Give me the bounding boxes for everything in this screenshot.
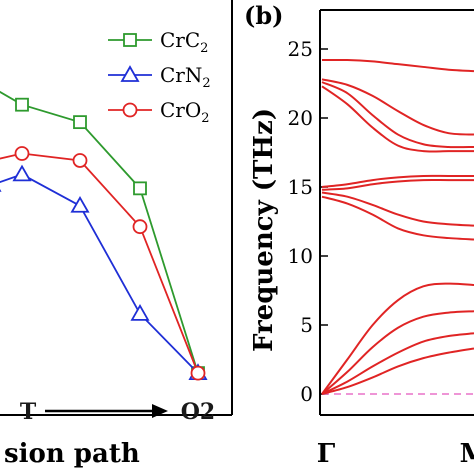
phonon-band-2 xyxy=(321,81,474,149)
left-series-group xyxy=(0,90,208,381)
left-x-axis-label: sion path xyxy=(4,439,140,469)
y-tick-label-25: 25 xyxy=(288,37,313,61)
phonon-band-1 xyxy=(321,78,474,136)
x-tick-label-t: T xyxy=(20,399,37,425)
legend-label-crn: CrN2 xyxy=(160,63,211,91)
series-line-cro xyxy=(0,152,199,374)
x-tick-label-m: M xyxy=(460,439,474,469)
legend-marker-crc xyxy=(123,33,137,47)
y-tick-label-0: 0 xyxy=(300,382,313,406)
right-y-axis-label: Frequency (THz) xyxy=(249,108,279,352)
legend-marker-crn xyxy=(120,65,140,82)
y-tick-label-20: 20 xyxy=(288,106,313,130)
data-point-cro-6 xyxy=(190,365,206,381)
path-arrow xyxy=(45,404,168,418)
data-point-crc-5 xyxy=(133,181,147,196)
left-panel: CrC2 CrN2 CrO2 T O2 sion path xyxy=(0,0,233,469)
right-y-ticks: 0 5 10 15 20 25 xyxy=(288,37,328,406)
phonon-band-0 xyxy=(321,58,474,73)
phonon-band-9 xyxy=(321,310,474,395)
x-tick-label-gamma: Γ xyxy=(317,439,336,469)
legend-marker-cro xyxy=(122,102,138,118)
y-tick-label-5: 5 xyxy=(300,313,313,337)
legend-label-cro: CrO2 xyxy=(160,98,210,126)
phonon-band-4 xyxy=(321,174,474,188)
data-point-crn-3 xyxy=(12,164,32,182)
panel-label-b: (b) xyxy=(244,1,284,30)
phonon-band-5 xyxy=(321,178,474,191)
data-point-crc-3 xyxy=(15,97,29,112)
y-tick-label-15: 15 xyxy=(288,175,313,199)
right-panel: (b) Frequency (THz) 0 5 10 15 20 25 Γ M xyxy=(244,1,474,469)
phonon-band-3 xyxy=(321,85,474,153)
phonon-bands xyxy=(321,58,474,395)
legend: CrC2 CrN2 CrO2 xyxy=(108,28,211,126)
phonon-band-7 xyxy=(321,195,474,241)
phonon-band-10 xyxy=(321,332,474,395)
y-tick-label-10: 10 xyxy=(288,244,313,268)
legend-label-crc: CrC2 xyxy=(160,28,208,56)
series-line-crc xyxy=(0,90,199,374)
data-point-crn-5 xyxy=(130,304,150,321)
phonon-band-8 xyxy=(321,282,474,395)
data-point-cro-5 xyxy=(132,219,148,235)
data-point-crc-4 xyxy=(73,115,87,130)
phonon-band-11 xyxy=(321,347,474,395)
x-tick-label-o2: O2 xyxy=(181,399,215,425)
phonon-band-6 xyxy=(321,191,474,227)
series-line-crn xyxy=(0,173,199,374)
data-point-cro-4 xyxy=(72,153,88,168)
data-point-cro-3 xyxy=(14,146,30,161)
data-point-crn-4 xyxy=(70,195,90,213)
